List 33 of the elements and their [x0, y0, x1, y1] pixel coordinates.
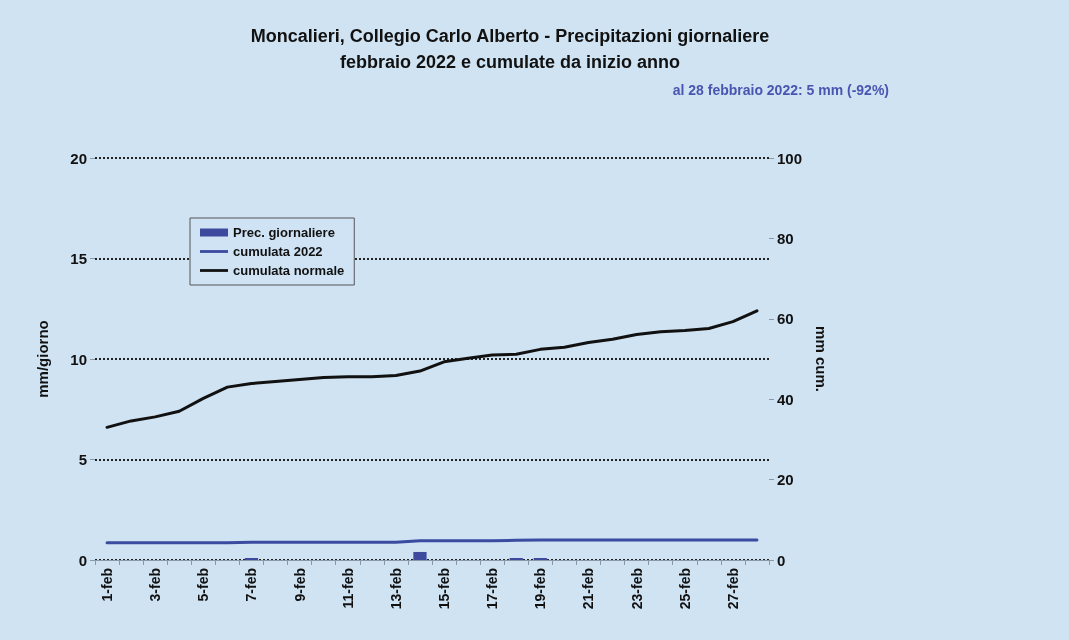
legend-label: cumulata normale: [233, 263, 345, 278]
y-tick-label: 15: [70, 250, 87, 267]
x-tick-label: 17-feb: [484, 568, 501, 610]
y2-tick-label: 60: [777, 310, 794, 328]
x-tick-label: 3-feb: [147, 568, 164, 602]
x-tick-label: 1-feb: [99, 568, 116, 602]
y2-tick-label: 40: [777, 390, 794, 408]
y2-tick-label: 20: [777, 471, 794, 489]
x-tick-label: 11-feb: [339, 568, 356, 609]
x-tick-label: 13-feb: [387, 568, 404, 610]
legend-label: cumulata 2022: [233, 244, 323, 259]
y2-tick-label: 100: [777, 149, 803, 167]
y2-axis-title: mm cum.: [813, 326, 830, 392]
legend-label: Prec. giornaliere: [233, 225, 335, 240]
x-tick-label: 9-feb: [291, 568, 308, 602]
x-tick-label: 19-feb: [532, 568, 549, 610]
y2-tick-label: 0: [777, 551, 786, 569]
x-tick-label: 23-feb: [628, 568, 645, 610]
x-tick-label: 27-feb: [724, 568, 741, 610]
y-tick-label: 10: [70, 350, 87, 368]
y-tick-label: 5: [78, 451, 87, 468]
chart-title: Moncalieri, Collegio Carlo Alberto - Precipitazioni giornaliere febbraio 2022 e cumulate da inizio anno: [250, 26, 770, 72]
x-tick-label: 21-feb: [580, 568, 597, 610]
y2-tick-label: 80: [777, 229, 794, 247]
text: al 28 febbraio 2022: 5 mm (-92%): [672, 82, 889, 98]
y-axis-title: mm/giorno: [34, 320, 51, 398]
x-tick-label: 15-feb: [436, 568, 453, 610]
y-tick-label: 0: [78, 551, 87, 569]
x-tick-label: 5-feb: [195, 568, 212, 602]
line-series: [105, 309, 759, 429]
y-tick-label: 20: [70, 149, 87, 167]
x-tick-label: 25-feb: [676, 568, 693, 610]
x-tick-label: 7-feb: [243, 568, 260, 602]
